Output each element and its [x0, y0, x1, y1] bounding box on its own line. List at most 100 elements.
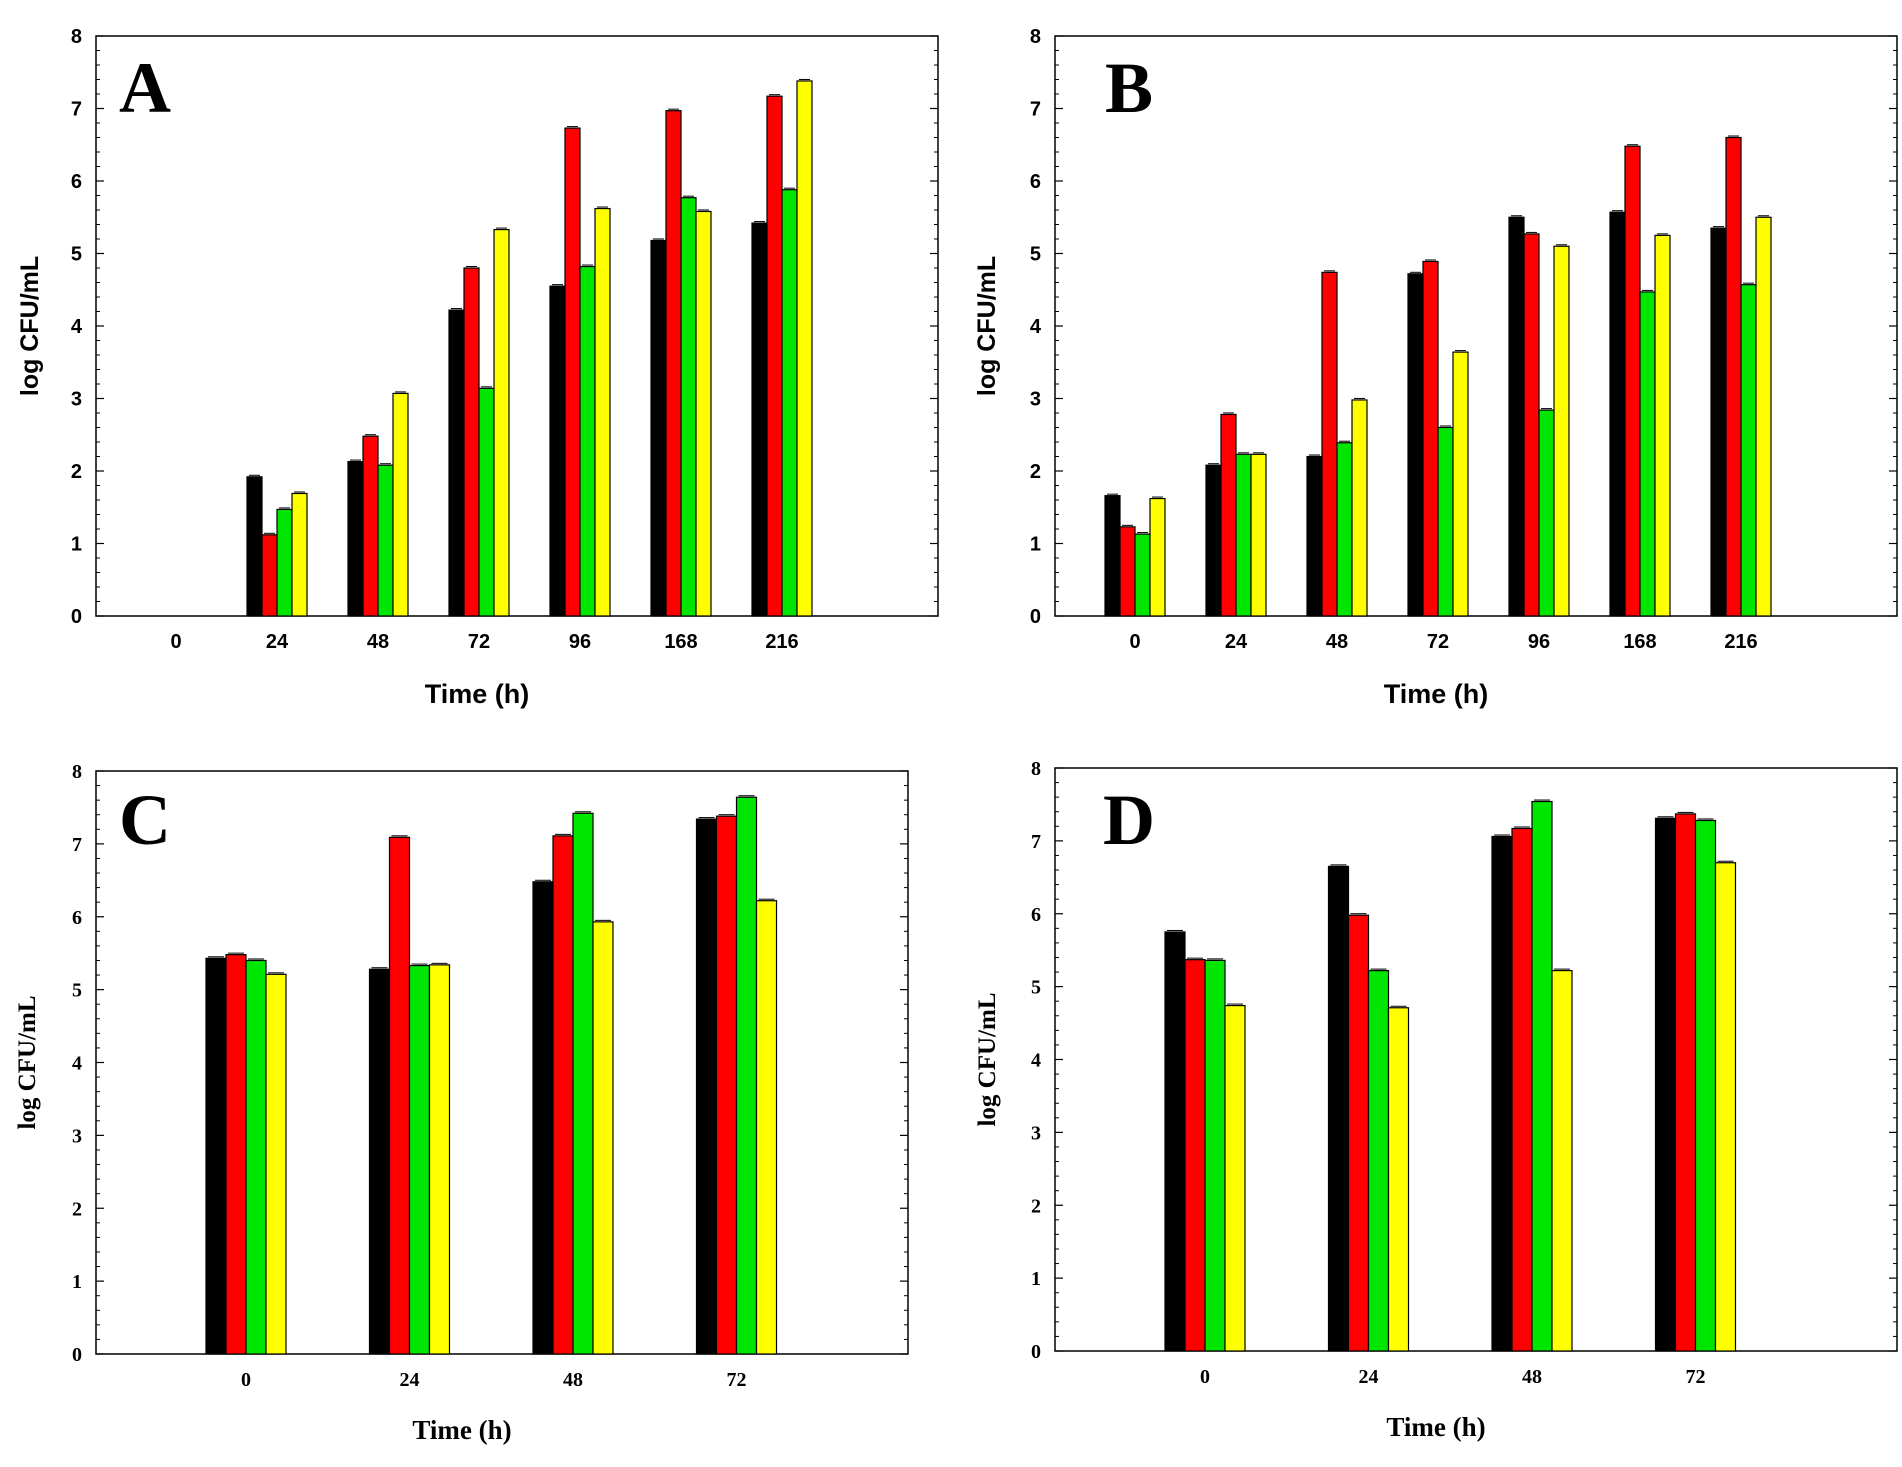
bar-black-216	[1710, 227, 1727, 617]
bar-black-24	[1205, 464, 1222, 617]
y-tick-label: 6	[71, 171, 82, 193]
y-tick-label: 2	[1031, 1195, 1041, 1217]
bar-red-48	[552, 835, 574, 1355]
bar-red-24	[1220, 413, 1237, 617]
bar-green-168	[680, 197, 697, 617]
bar-green-24	[276, 508, 293, 617]
x-tick-label: 0	[1129, 631, 1140, 653]
bar-green-48	[1336, 442, 1353, 617]
x-tick-label: 72	[468, 631, 490, 653]
x-tick-label: 72	[1427, 631, 1449, 653]
bar-green-72	[1694, 819, 1717, 1352]
y-tick-label: 6	[72, 907, 82, 929]
x-tick-label: 24	[266, 631, 289, 653]
bar-yellow-0	[1224, 1004, 1246, 1352]
bar-green-48	[572, 812, 594, 1355]
bar-yellow-24	[1250, 453, 1267, 617]
bar-black-72	[1407, 273, 1424, 617]
x-tick-label: 168	[664, 631, 697, 653]
bar-yellow-48	[592, 921, 614, 1355]
y-tick-label: 1	[71, 534, 82, 556]
y-axis-label: log CFU/mL	[973, 256, 1001, 396]
bar-yellow-216	[796, 80, 813, 617]
y-tick-label: 5	[1031, 977, 1041, 999]
y-tick-label: 0	[72, 1344, 82, 1366]
bar-black-48	[1491, 835, 1513, 1352]
bar-red-72	[1422, 260, 1439, 617]
y-tick-label: 3	[72, 1125, 82, 1147]
bar-black-24	[246, 476, 263, 617]
bar-red-72	[463, 267, 480, 617]
bar-black-0	[1104, 495, 1121, 617]
bar-red-216	[766, 95, 783, 617]
y-tick-label: 4	[72, 1053, 82, 1075]
y-tick-label: 1	[72, 1271, 82, 1293]
bar-red-24	[388, 836, 411, 1355]
bar-black-48	[347, 460, 364, 617]
x-tick-label: 96	[569, 631, 591, 653]
y-tick-label: 7	[1030, 99, 1041, 121]
y-tick-label: 2	[72, 1198, 82, 1220]
y-tick-label: 4	[1030, 316, 1042, 338]
bar-green-0	[1204, 959, 1226, 1352]
bar-black-0	[205, 957, 227, 1355]
y-tick-label: 7	[71, 99, 82, 121]
bar-green-72	[735, 796, 758, 1355]
bar-red-48	[1511, 827, 1533, 1352]
y-tick-label: 4	[1031, 1050, 1041, 1072]
x-tick-label: 24	[400, 1369, 420, 1391]
bar-yellow-72	[493, 228, 510, 617]
y-tick-label: 5	[72, 980, 82, 1002]
bar-red-96	[564, 127, 581, 617]
y-tick-label: 6	[1031, 904, 1041, 926]
bar-red-24	[261, 534, 278, 617]
x-tick-label: 48	[563, 1369, 583, 1391]
bar-green-72	[478, 387, 495, 617]
bar-black-216	[751, 222, 768, 617]
bar-green-0	[245, 959, 267, 1355]
y-tick-label: 4	[71, 316, 83, 338]
x-tick-label: 48	[1326, 631, 1348, 653]
y-tick-label: 5	[71, 244, 82, 266]
bar-green-96	[1538, 409, 1555, 617]
x-axis-label: Time (h)	[412, 1415, 511, 1445]
bar-black-168	[1609, 211, 1626, 617]
bar-yellow-48	[1351, 399, 1368, 617]
y-tick-label: 1	[1031, 1268, 1041, 1290]
y-tick-label: 8	[72, 761, 82, 783]
y-tick-label: 8	[71, 26, 82, 48]
bar-green-72	[1437, 426, 1454, 617]
bar-green-216	[1740, 284, 1757, 617]
x-tick-label: 24	[1359, 1366, 1379, 1388]
x-tick-label: 0	[241, 1369, 251, 1391]
y-tick-label: 5	[1030, 244, 1041, 266]
bar-yellow-24	[1387, 1007, 1410, 1352]
bar-red-0	[1184, 959, 1206, 1352]
bar-black-48	[532, 881, 554, 1355]
y-tick-label: 0	[1030, 606, 1041, 628]
chart-panel-b: B Time (h) log CFU/mL 0 1 2 3 4 5 6 7 8 0 24 48 72 96…	[973, 26, 1898, 709]
bar-yellow-72	[755, 900, 778, 1355]
chart-panel-d: D Time (h) log CFU/mL 0 1 2 3 4 5 6 7 8 0 24 48 72	[974, 758, 1898, 1442]
bar-black-48	[1306, 455, 1323, 617]
x-tick-label: 0	[170, 631, 181, 653]
y-tick-label: 8	[1031, 758, 1041, 780]
x-axis-label: Time (h)	[1384, 679, 1489, 709]
bar-yellow-168	[1654, 234, 1671, 617]
bar-black-96	[549, 285, 566, 617]
y-axis-label: log CFU/mL	[14, 995, 41, 1129]
panel-label: C	[119, 780, 171, 860]
bar-yellow-24	[291, 492, 308, 617]
y-tick-label: 8	[1030, 26, 1041, 48]
x-axis-label: Time (h)	[425, 679, 530, 709]
bar-yellow-96	[1553, 245, 1570, 617]
bar-yellow-48	[392, 392, 409, 617]
bar-red-24	[1347, 914, 1370, 1352]
bar-yellow-72	[1452, 351, 1469, 617]
y-tick-label: 0	[1031, 1341, 1041, 1363]
bar-green-168	[1639, 291, 1656, 617]
bar-red-72	[1674, 813, 1697, 1352]
bar-yellow-48	[1551, 969, 1573, 1352]
bar-green-48	[1531, 800, 1553, 1352]
